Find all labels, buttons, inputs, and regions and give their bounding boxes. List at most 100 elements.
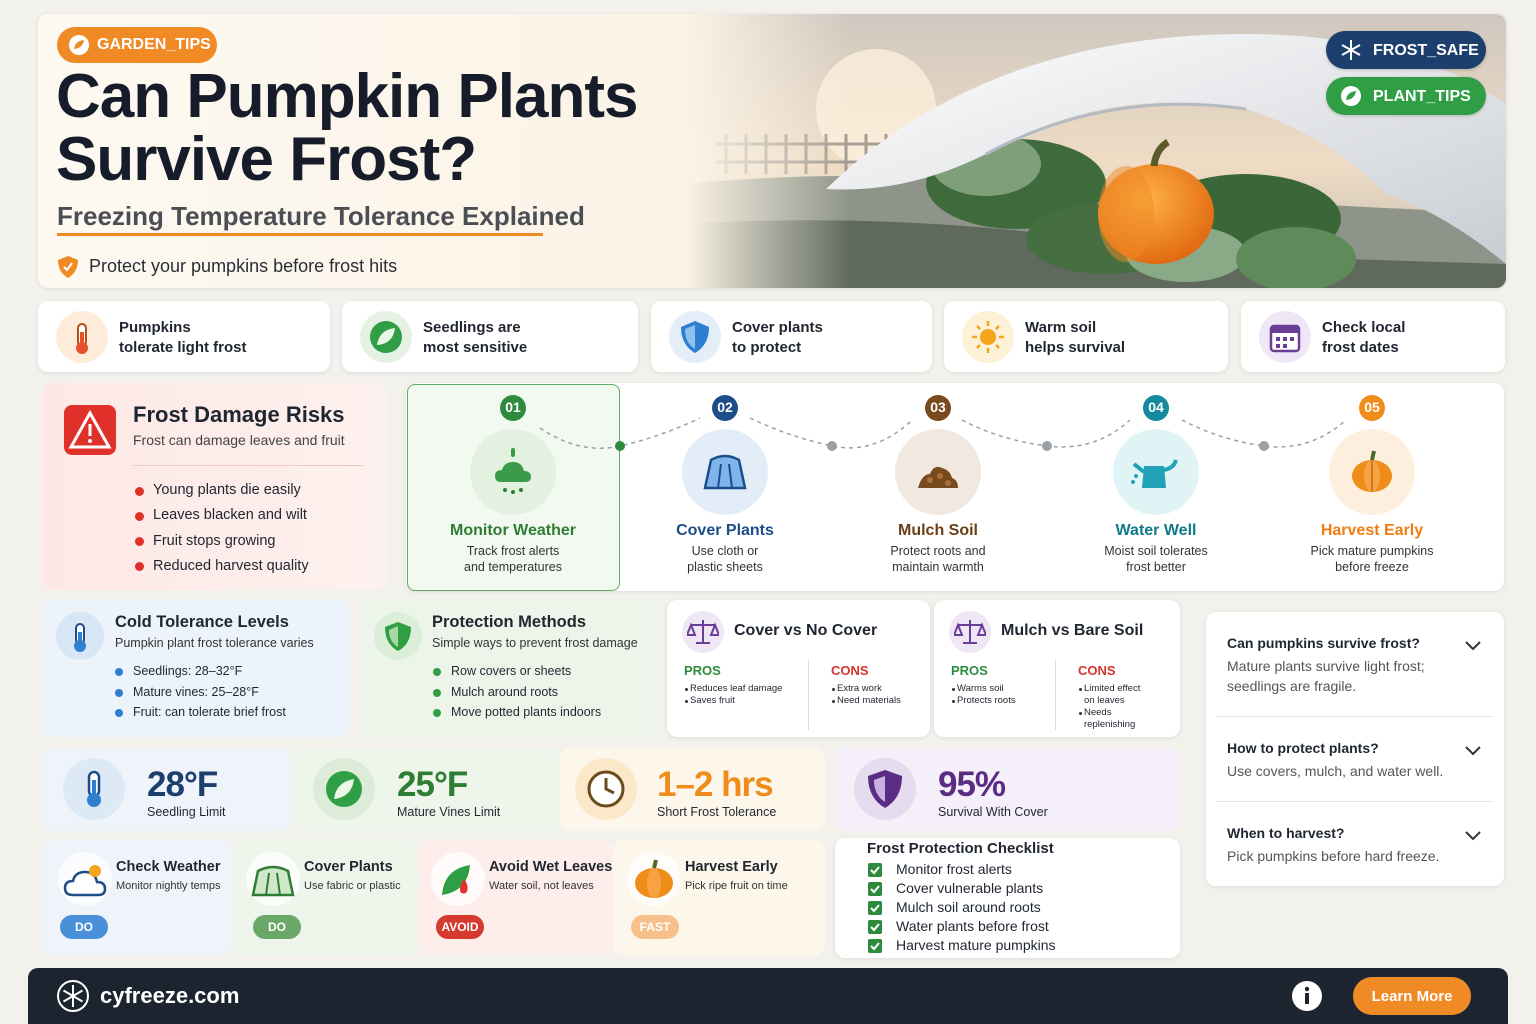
tolerance-title: Cold Tolerance Levels <box>115 612 289 631</box>
faq-answer: Pick pumpkins before hard freeze. <box>1227 848 1440 865</box>
bullet <box>951 699 955 703</box>
cons-label: CONS <box>1078 662 1116 678</box>
cons-item: Extra work <box>837 683 882 695</box>
footer-logo <box>57 980 89 1012</box>
badge-text[interactable]: FROST_SAFE <box>1373 42 1479 60</box>
comparison-title: Cover vs No Cover <box>734 622 878 640</box>
step-number-text: 03 <box>930 399 946 416</box>
step-number <box>712 395 738 421</box>
stat-label: Seedling Limit <box>147 805 226 820</box>
bullet <box>134 537 144 547</box>
highlight-text: Pumpkins <box>119 318 191 336</box>
step-text: before freeze <box>1335 560 1409 575</box>
step-number-text: 04 <box>1148 399 1164 416</box>
action-tag-text: DO <box>268 919 286 934</box>
tolerance-item: Fruit: can tolerate brief frost <box>133 705 286 720</box>
risks-title: Frost Damage Risks <box>133 402 345 428</box>
action-text: Pick ripe fruit on time <box>685 880 788 893</box>
step-title: Cover Plants <box>676 522 774 540</box>
step-icon <box>495 448 531 494</box>
step-text: Track frost alerts <box>466 544 560 559</box>
stat-label: Mature Vines Limit <box>397 805 501 820</box>
learn-more-button[interactable] <box>1353 977 1471 1015</box>
info-icon <box>1292 981 1322 1011</box>
tag-text: GARDEN_TIPS <box>97 36 211 54</box>
title: Can Pumpkin Plants <box>56 61 638 131</box>
tolerance-item: Seedlings: 28–32°F <box>133 664 243 679</box>
protection-icon <box>385 622 411 651</box>
action-icon <box>635 859 673 898</box>
protection-item: Row covers or sheets <box>451 664 572 679</box>
faq-question[interactable]: When to harvest? <box>1227 825 1345 842</box>
step-text: Protect roots and <box>890 544 986 559</box>
stat-value: 25°F <box>397 765 468 805</box>
bullet <box>433 668 441 676</box>
stat-label: Short Frost Tolerance <box>657 805 777 820</box>
comparison-divider <box>1055 660 1056 730</box>
step-text: frost better <box>1126 560 1186 575</box>
action-tag <box>436 915 484 939</box>
checklist-item: Monitor frost alerts <box>896 861 1012 878</box>
action-text: Use fabric or plastic <box>304 880 401 893</box>
bullet <box>433 688 441 697</box>
stat-value: 1–2 hrs <box>657 765 774 805</box>
step-text: maintain warmth <box>892 560 984 575</box>
chevron <box>1465 746 1481 756</box>
cons-item: Needs replenishing <box>1084 707 1136 731</box>
highlight-text: Warm soil <box>1025 318 1097 336</box>
highlight-icon <box>681 321 709 353</box>
bullet <box>684 699 688 703</box>
check-box <box>868 920 882 934</box>
action-icon <box>442 865 470 895</box>
tolerance-item: Mature vines: 25–28°F <box>133 684 259 699</box>
steps-connector <box>539 417 1347 451</box>
highlight-icon <box>972 321 1004 353</box>
checklist-item: Harvest mature pumpkins <box>896 937 1056 954</box>
pros-item: Protects roots <box>957 695 1016 707</box>
bullet <box>134 562 144 572</box>
stat-icon <box>326 771 362 807</box>
pros-item: Reduces leaf damage <box>690 683 783 695</box>
bullet <box>831 699 835 703</box>
protection-title: Protection Methods <box>432 612 587 631</box>
shield-icon <box>58 256 78 278</box>
faq-question[interactable]: How to protect plants? <box>1227 740 1379 757</box>
bullet <box>115 688 123 697</box>
step-text: Pick mature pumpkins <box>1310 544 1434 559</box>
faq-answer: Use covers, mulch, and water well. <box>1227 763 1444 780</box>
risk-item: Young plants die easily <box>153 482 301 498</box>
tolerance-subtitle: Pumpkin plant frost tolerance varies <box>115 636 314 651</box>
bullet <box>115 709 123 717</box>
learn-more-text[interactable]: Learn More <box>1371 987 1453 1005</box>
step-text: plastic sheets <box>687 560 763 575</box>
step-text: Moist soil tolerates <box>1104 544 1208 559</box>
highlight-text: Cover plants <box>732 318 823 336</box>
risk-item: Reduced harvest quality <box>153 557 309 574</box>
step-title: Water Well <box>1115 522 1197 540</box>
step-text: Use cloth or <box>691 544 759 559</box>
step-title: Monitor Weather <box>450 522 576 540</box>
check-box <box>868 863 882 877</box>
highlight-text: to protect <box>732 338 802 356</box>
step-number <box>500 395 526 421</box>
bullet <box>1078 711 1082 715</box>
note: Protect your pumpkins before frost hits <box>89 255 398 276</box>
step-icon <box>918 466 958 488</box>
bullet <box>951 687 955 691</box>
action-tag <box>60 915 108 939</box>
faq-question[interactable]: Can pumpkins survive frost? <box>1227 635 1420 652</box>
tag-icon <box>69 35 89 55</box>
comparison-divider <box>808 660 809 730</box>
stat-value: 28°F <box>147 765 218 805</box>
badge-text[interactable]: PLANT_TIPS <box>1373 88 1471 106</box>
step-number <box>925 395 951 421</box>
faq-answer: Mature plants survive light frost; seedl… <box>1227 658 1425 695</box>
protection-item: Mulch around roots <box>451 684 559 699</box>
checklist-item: Water plants before frost <box>896 918 1049 935</box>
highlight-icon <box>1269 324 1301 353</box>
checklist-title: Frost Protection Checklist <box>867 839 1054 857</box>
stat-label: Survival With Cover <box>938 805 1048 820</box>
highlight-icon <box>370 321 402 353</box>
protection-subtitle: Simple ways to prevent frost damage <box>432 636 638 651</box>
